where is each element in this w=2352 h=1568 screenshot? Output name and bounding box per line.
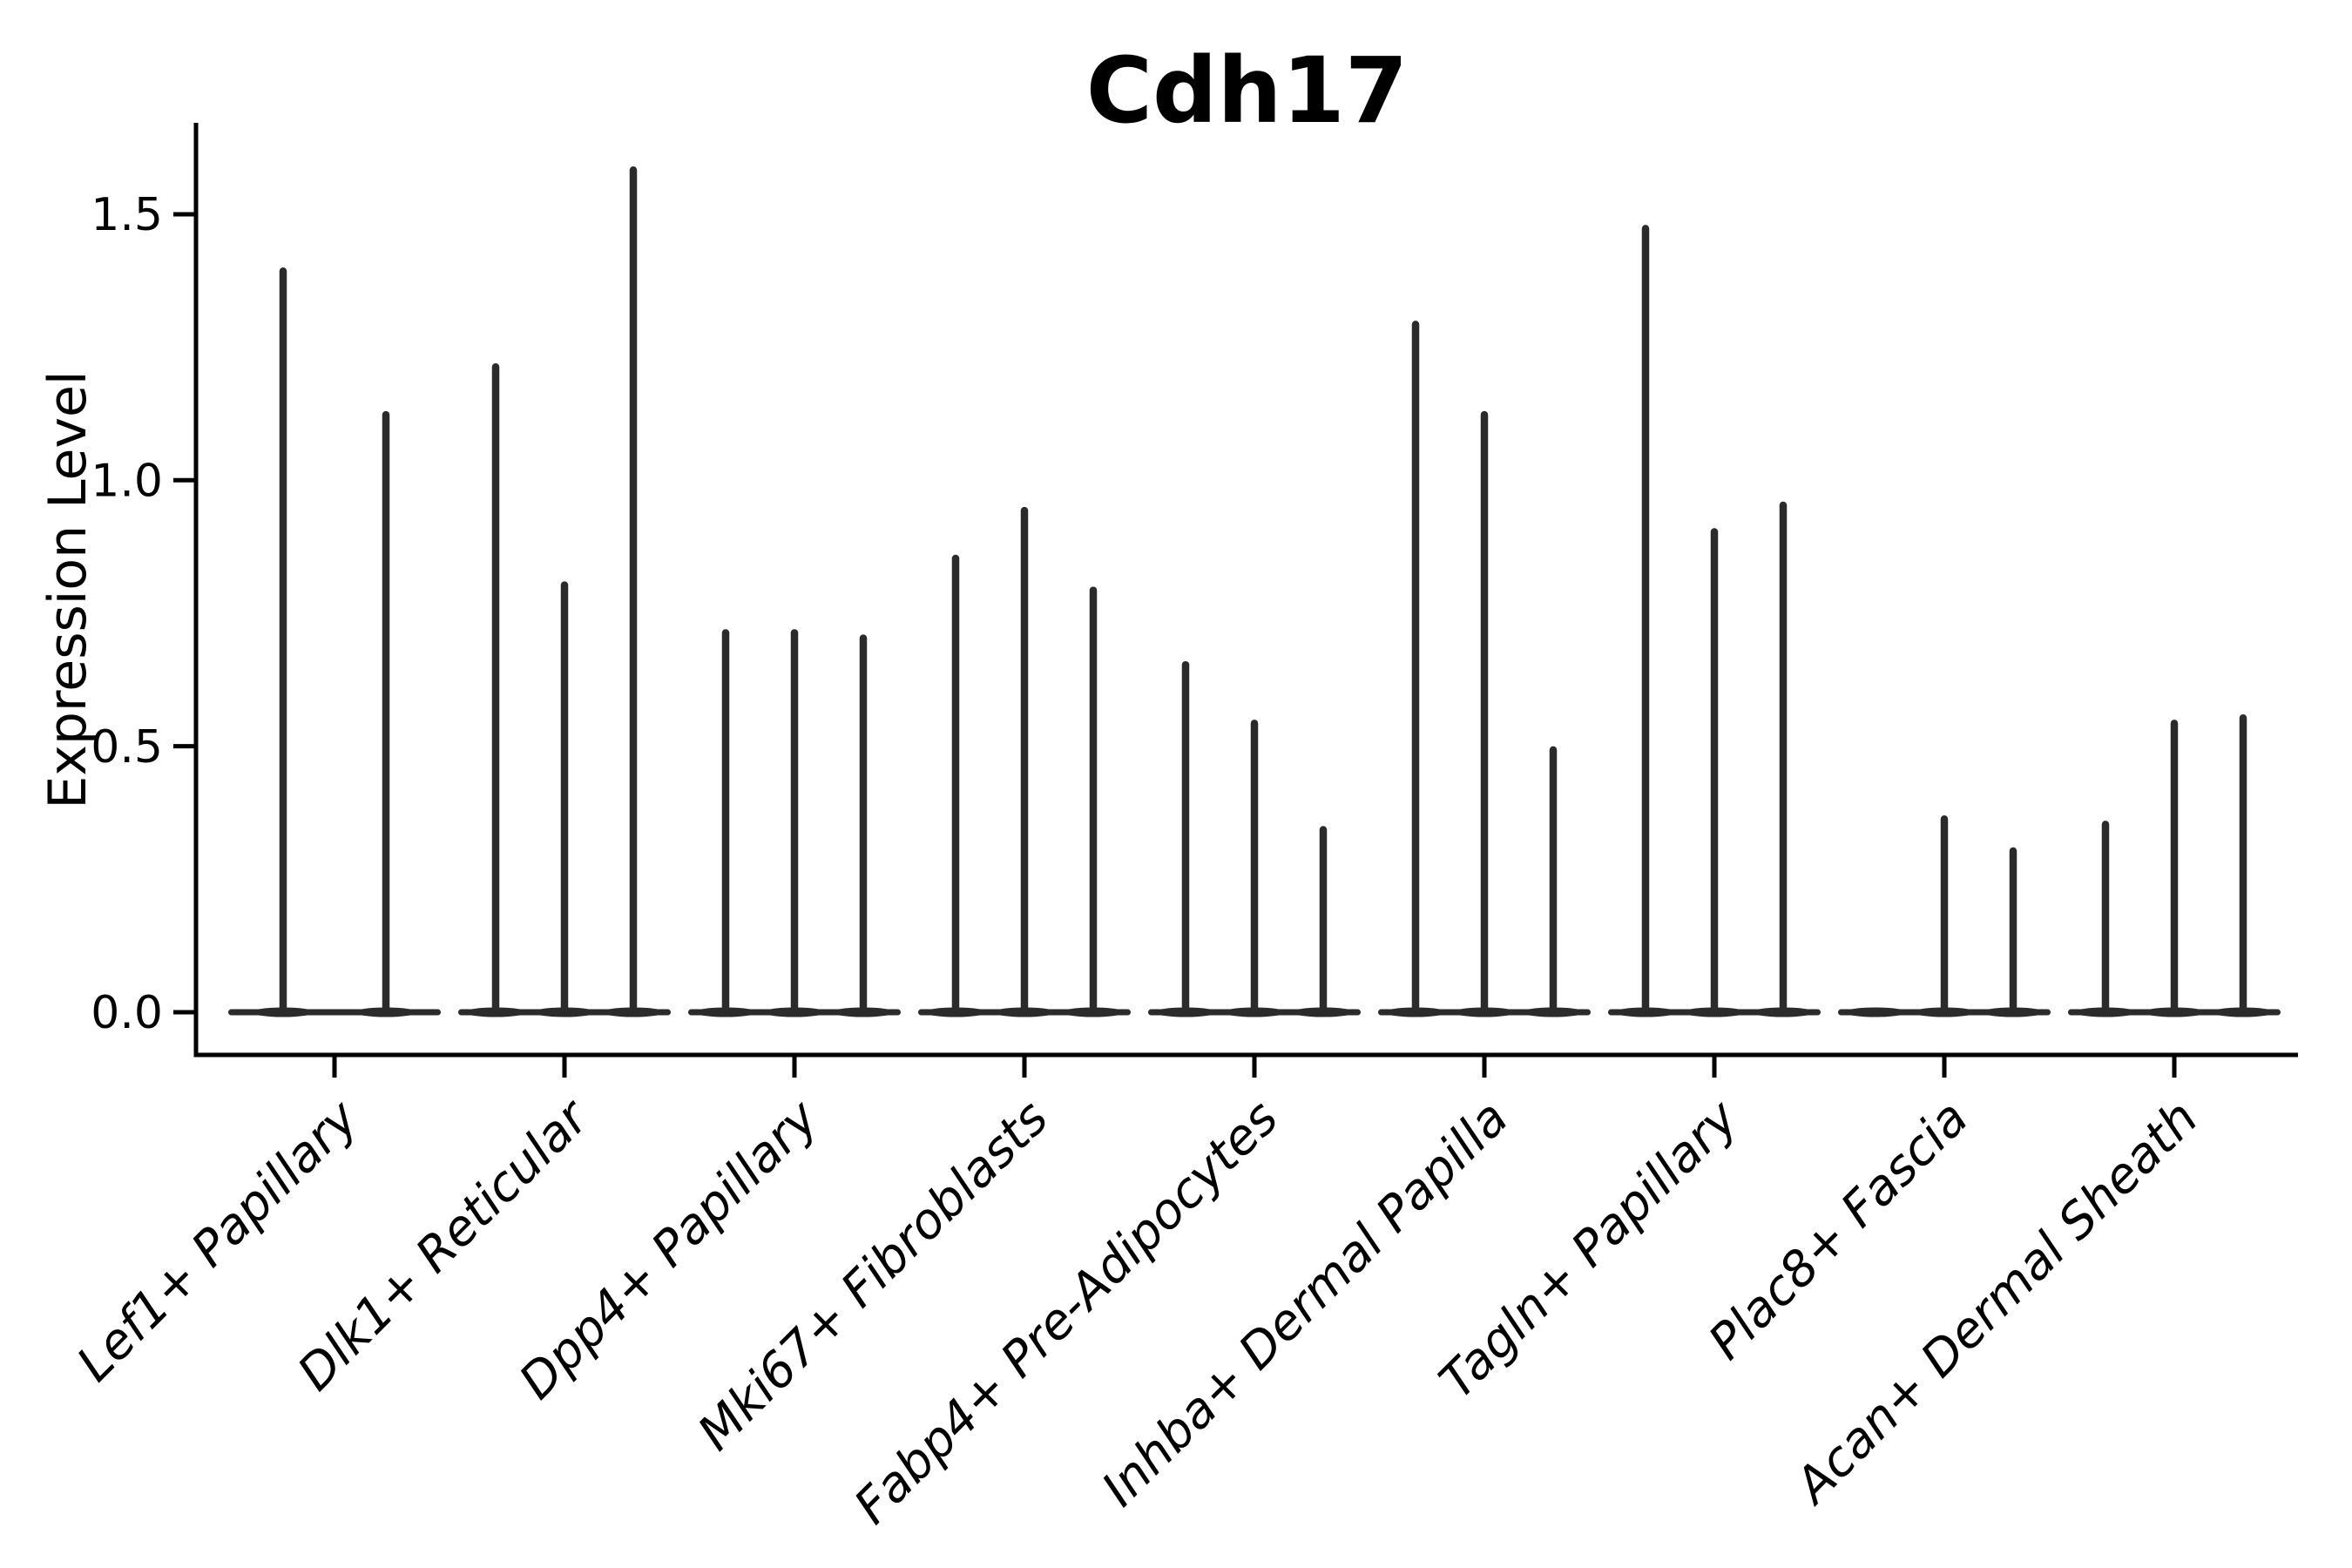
- violin-spike: [560, 581, 569, 1014]
- violin-spike: [1710, 528, 1719, 1014]
- violin-base-bulge: [1844, 1007, 1907, 1017]
- violin-spike: [382, 410, 390, 1014]
- violin-spike: [1250, 720, 1259, 1014]
- violin-spike: [2101, 821, 2110, 1014]
- violin-spike: [279, 267, 287, 1014]
- violin-spike: [491, 362, 500, 1014]
- violin-spike: [1549, 746, 1558, 1014]
- violin-spike: [1480, 410, 1489, 1014]
- violin-spike: [2239, 714, 2247, 1014]
- violin-spike: [2009, 847, 2017, 1014]
- y-tick-label: 0.0: [91, 987, 163, 1039]
- chart-title: Cdh17: [1085, 37, 1409, 144]
- y-tick-label: 1.0: [91, 456, 163, 508]
- x-tick-label: Fabp4+ Pre-Adipocytes: [844, 1090, 1289, 1535]
- violin-spike: [2170, 720, 2179, 1014]
- violin-spike: [1020, 506, 1029, 1014]
- violin-spike: [1319, 826, 1328, 1014]
- violin-spike: [1411, 321, 1420, 1015]
- violin-spike: [859, 634, 868, 1014]
- violin-spike: [629, 166, 638, 1014]
- violin-spike: [951, 554, 960, 1014]
- violin-spike: [1779, 501, 1788, 1014]
- violin-spike: [1641, 225, 1650, 1014]
- y-tick-label: 0.5: [91, 721, 163, 774]
- violin-spike: [1940, 815, 1949, 1014]
- violin-spike: [1089, 586, 1098, 1014]
- x-tick-label: Acan+ Dermal Sheath: [1783, 1090, 2209, 1516]
- y-tick-label: 1.5: [91, 189, 163, 241]
- violin-spike: [790, 629, 799, 1014]
- violin-spike: [721, 629, 730, 1014]
- x-tick-label: Inhba+ Dermal Papilla: [1092, 1090, 1519, 1517]
- violin-spike: [1181, 660, 1190, 1014]
